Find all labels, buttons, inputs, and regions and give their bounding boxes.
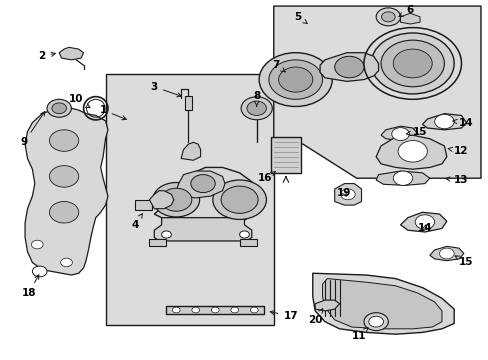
Circle shape (191, 307, 199, 313)
Polygon shape (312, 273, 453, 334)
Text: 19: 19 (337, 188, 351, 198)
Circle shape (268, 60, 322, 99)
Circle shape (397, 140, 427, 162)
Text: 18: 18 (21, 275, 39, 298)
Circle shape (340, 189, 354, 200)
Circle shape (363, 313, 387, 330)
Circle shape (250, 307, 258, 313)
Circle shape (52, 103, 66, 114)
Circle shape (241, 97, 272, 120)
Circle shape (49, 202, 79, 223)
Text: 17: 17 (270, 311, 298, 321)
Polygon shape (334, 184, 361, 205)
Polygon shape (149, 191, 173, 209)
Circle shape (161, 231, 171, 238)
Circle shape (391, 128, 408, 140)
Text: 8: 8 (253, 91, 260, 106)
Circle shape (414, 215, 434, 229)
Circle shape (434, 114, 453, 129)
Polygon shape (400, 13, 419, 24)
Circle shape (239, 231, 249, 238)
Text: 3: 3 (150, 82, 181, 97)
Polygon shape (375, 171, 429, 185)
Circle shape (370, 33, 453, 94)
Text: 1: 1 (99, 105, 126, 120)
Circle shape (380, 40, 444, 87)
Polygon shape (320, 53, 378, 81)
Circle shape (368, 316, 383, 327)
Circle shape (211, 307, 219, 313)
Circle shape (212, 180, 266, 220)
Circle shape (221, 186, 258, 213)
Text: 2: 2 (39, 51, 55, 61)
Circle shape (392, 49, 431, 78)
Circle shape (153, 183, 199, 217)
Text: 16: 16 (258, 171, 275, 183)
Polygon shape (380, 126, 417, 140)
Circle shape (334, 56, 363, 78)
Polygon shape (271, 137, 300, 173)
Circle shape (172, 307, 180, 313)
Text: 4: 4 (131, 214, 142, 230)
Circle shape (392, 171, 412, 185)
Text: 15: 15 (454, 256, 473, 267)
Polygon shape (422, 114, 466, 130)
Polygon shape (154, 218, 251, 241)
Text: 14: 14 (417, 224, 431, 233)
Circle shape (32, 266, 47, 277)
Polygon shape (184, 96, 191, 110)
Circle shape (190, 175, 215, 193)
Text: 12: 12 (447, 146, 468, 156)
Polygon shape (149, 239, 166, 246)
Polygon shape (176, 171, 224, 198)
Circle shape (49, 166, 79, 187)
Circle shape (439, 248, 453, 259)
Text: 15: 15 (406, 127, 427, 136)
Polygon shape (59, 47, 83, 60)
Circle shape (160, 188, 191, 211)
Polygon shape (166, 306, 264, 315)
Text: 9: 9 (20, 112, 45, 147)
Circle shape (381, 12, 394, 22)
Circle shape (230, 307, 238, 313)
Polygon shape (239, 239, 256, 246)
Text: 7: 7 (272, 60, 285, 72)
Circle shape (375, 8, 400, 26)
Text: 10: 10 (69, 94, 90, 108)
Bar (105, 74, 273, 325)
Polygon shape (400, 212, 446, 232)
Polygon shape (429, 246, 463, 261)
Polygon shape (181, 142, 200, 160)
Circle shape (278, 67, 312, 92)
Polygon shape (135, 200, 152, 211)
Text: 5: 5 (294, 12, 306, 23)
Circle shape (259, 53, 331, 107)
Text: 20: 20 (307, 309, 322, 325)
Text: 13: 13 (445, 175, 468, 185)
Circle shape (61, 258, 72, 267)
Circle shape (31, 240, 43, 249)
Circle shape (246, 101, 266, 116)
Circle shape (49, 130, 79, 151)
Circle shape (47, 99, 71, 117)
Text: 11: 11 (351, 328, 367, 341)
Polygon shape (25, 108, 108, 275)
Polygon shape (154, 167, 256, 232)
Polygon shape (315, 300, 339, 311)
Text: 6: 6 (398, 5, 413, 17)
Polygon shape (375, 135, 446, 169)
Polygon shape (273, 6, 480, 178)
Polygon shape (322, 279, 441, 329)
Text: 14: 14 (452, 118, 473, 128)
